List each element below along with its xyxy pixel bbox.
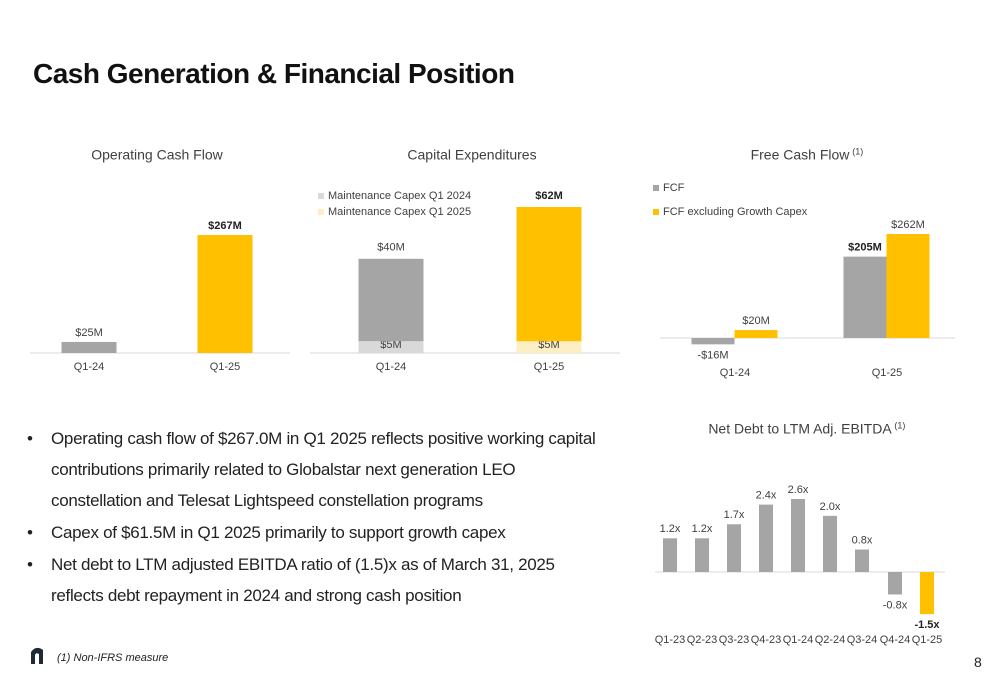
value-label: $62M xyxy=(535,190,563,202)
legend-swatch xyxy=(653,209,659,215)
value-label: 2.6x xyxy=(788,484,809,496)
legend-swatch xyxy=(318,209,324,215)
title-note: (1) xyxy=(894,420,905,430)
x-tick-label: Q1-25 xyxy=(210,361,241,373)
value-label: 1.7x xyxy=(724,509,745,521)
x-tick-label: Q1-23 xyxy=(655,634,686,646)
legend-label: FCF excluding Growth Capex xyxy=(663,206,808,218)
bar xyxy=(843,256,887,338)
x-tick-label: Q1-24 xyxy=(376,361,407,373)
bullet: Net debt to LTM adjusted EBITDA ratio of… xyxy=(25,549,605,611)
x-tick-label: Q1-24 xyxy=(720,367,751,379)
bullet-list: Operating cash flow of $267.0M in Q1 202… xyxy=(25,423,605,612)
bullet: Capex of $61.5M in Q1 2025 primarily to … xyxy=(25,517,605,548)
bar xyxy=(358,341,424,353)
value-label: $25M xyxy=(75,327,103,339)
x-tick-label: Q4-23 xyxy=(751,634,782,646)
bar xyxy=(663,538,677,572)
value-label: $262M xyxy=(891,219,925,231)
value-label: $5M xyxy=(380,339,401,351)
value-label: -1.5x xyxy=(914,619,940,631)
bar xyxy=(888,572,902,595)
value-label: $40M xyxy=(377,242,405,254)
chart-title: Net Debt to LTM Adj. EBITDA xyxy=(708,421,892,437)
x-tick-label: Q4-24 xyxy=(880,634,911,646)
bar xyxy=(61,341,117,353)
title-note: (1) xyxy=(852,146,863,156)
chart-title: Free Cash Flow xyxy=(751,147,851,163)
value-label: 0.8x xyxy=(852,534,873,546)
bullet: Operating cash flow of $267.0M in Q1 202… xyxy=(25,423,605,516)
value-label: $20M xyxy=(742,315,770,327)
value-label: 1.2x xyxy=(692,523,713,535)
value-label: $267M xyxy=(208,220,242,232)
x-tick-label: Q2-23 xyxy=(687,634,718,646)
value-label: $5M xyxy=(538,339,559,351)
chart-title: Operating Cash Flow xyxy=(91,147,223,163)
page-number: 8 xyxy=(974,654,982,670)
legend-swatch xyxy=(653,185,659,191)
bar xyxy=(727,524,741,572)
footnote: (1) Non-IFRS measure xyxy=(57,652,169,664)
value-label: -$16M xyxy=(697,349,728,361)
bar xyxy=(358,258,424,342)
bar xyxy=(516,341,582,353)
bar xyxy=(791,499,805,572)
bar xyxy=(695,538,709,572)
bar xyxy=(197,235,253,353)
bar xyxy=(691,338,735,345)
value-label: $205M xyxy=(848,242,882,254)
legend-label: Maintenance Capex Q1 2024 xyxy=(328,190,471,202)
legend-label: Maintenance Capex Q1 2025 xyxy=(328,206,471,218)
legend-swatch xyxy=(318,193,324,199)
logo xyxy=(31,647,43,664)
x-tick-label: Q1-25 xyxy=(872,367,903,379)
bar xyxy=(823,515,837,572)
x-tick-label: Q1-25 xyxy=(912,634,943,646)
legend-label: FCF xyxy=(663,182,685,194)
x-tick-label: Q2-24 xyxy=(815,634,846,646)
slide-title: Cash Generation & Financial Position xyxy=(33,58,515,89)
value-label: 2.0x xyxy=(820,501,841,513)
x-tick-label: Q1-24 xyxy=(783,634,814,646)
bar xyxy=(886,234,930,338)
value-label: 1.2x xyxy=(660,523,681,535)
x-tick-label: Q3-23 xyxy=(719,634,750,646)
chart-title: Capital Expenditures xyxy=(407,147,536,163)
x-tick-label: Q1-25 xyxy=(534,361,565,373)
bar xyxy=(759,504,773,572)
value-label: 2.4x xyxy=(756,490,777,502)
bar xyxy=(516,207,582,342)
x-tick-label: Q3-24 xyxy=(847,634,878,646)
x-tick-label: Q1-24 xyxy=(74,361,105,373)
bar xyxy=(855,549,869,572)
value-label: -0.8x xyxy=(883,599,908,611)
bar xyxy=(734,330,778,338)
bar xyxy=(920,572,934,615)
